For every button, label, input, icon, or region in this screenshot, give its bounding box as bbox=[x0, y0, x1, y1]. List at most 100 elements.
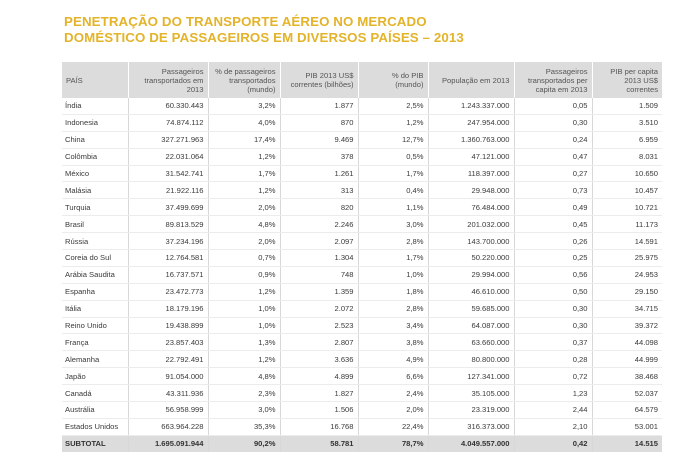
value-cell: 23.472.773 bbox=[127, 283, 208, 301]
country-cell: Turquia bbox=[62, 198, 128, 217]
value-cell: 59.685.000 bbox=[427, 300, 514, 318]
value-cell: 2.246 bbox=[279, 215, 358, 234]
value-cell: 31.542.741 bbox=[127, 165, 208, 183]
table-row: Arábia Saudita 16.737.571 0,9% 748 1,0% 29.99… bbox=[62, 266, 662, 284]
title-line-1: PENETRAÇÃO DO TRANSPORTE AÉREO NO MERCAD… bbox=[64, 14, 427, 29]
value-cell: 1.506 bbox=[279, 401, 358, 419]
header-cell: % do PIB (mundo) bbox=[357, 62, 428, 98]
value-cell: 1,2% bbox=[357, 114, 428, 132]
value-cell: 0,9% bbox=[207, 266, 280, 284]
value-cell: 2,0% bbox=[207, 198, 280, 217]
table-row: Rússia 37.234.196 2,0% 2.097 2,8% 143.700.000… bbox=[62, 232, 662, 251]
page-title: PENETRAÇÃO DO TRANSPORTE AÉREO NO MERCAD… bbox=[64, 14, 664, 46]
country-cell: Japão bbox=[62, 367, 128, 386]
value-cell: 2,44 bbox=[513, 401, 592, 419]
subtotal-value: 14.515 bbox=[591, 435, 662, 452]
header-cell: PAÍS bbox=[62, 62, 128, 98]
value-cell: 2,8% bbox=[357, 300, 428, 318]
country-cell: Austrália bbox=[62, 401, 128, 419]
value-cell: 16.768 bbox=[279, 418, 358, 436]
header-cell: PIB per capita 2013 US$ correntes bbox=[591, 62, 662, 98]
table-row: Espanha 23.472.773 1,2% 1.359 1,8% 46.610.000… bbox=[62, 283, 662, 301]
value-cell: 56.958.999 bbox=[127, 401, 208, 419]
value-cell: 35,3% bbox=[207, 418, 280, 436]
value-cell: 29.994.000 bbox=[427, 266, 514, 284]
value-cell: 1.261 bbox=[279, 165, 358, 183]
value-cell: 3.636 bbox=[279, 350, 358, 369]
value-cell: 64.087.000 bbox=[427, 317, 514, 335]
country-cell: França bbox=[62, 333, 128, 352]
table-row: Turquia 37.499.699 2,0% 820 1,1% 76.484.000 0,… bbox=[62, 198, 662, 217]
value-cell: 143.700.000 bbox=[427, 232, 514, 251]
header-cell: PIB 2013 US$ correntes (bilhões) bbox=[279, 62, 358, 98]
value-cell: 1,23 bbox=[513, 384, 592, 403]
table-body: Índia 60.330.443 3,2% 1.877 2,5% 1.243.337.00… bbox=[62, 98, 662, 452]
value-cell: 4,8% bbox=[207, 215, 280, 234]
value-cell: 37.234.196 bbox=[127, 232, 208, 251]
value-cell: 0,45 bbox=[513, 215, 592, 234]
value-cell: 64.579 bbox=[591, 401, 662, 419]
value-cell: 52.037 bbox=[591, 384, 662, 403]
subtotal-row: SUBTOTAL 1.695.091.944 90,2% 58.781 78,7% 4.0… bbox=[62, 435, 662, 452]
value-cell: 870 bbox=[279, 114, 358, 132]
value-cell: 19.438.899 bbox=[127, 317, 208, 335]
value-cell: 1,0% bbox=[207, 317, 280, 335]
value-cell: 1,3% bbox=[207, 333, 280, 352]
value-cell: 0,5% bbox=[357, 148, 428, 166]
value-cell: 3,4% bbox=[357, 317, 428, 335]
value-cell: 2,10 bbox=[513, 418, 592, 436]
value-cell: 17,4% bbox=[207, 131, 280, 149]
value-cell: 39.372 bbox=[591, 317, 662, 335]
value-cell: 1,0% bbox=[357, 266, 428, 284]
table-row: França 23.857.403 1,3% 2.807 3,8% 63.660.000 0… bbox=[62, 333, 662, 352]
value-cell: 89.813.529 bbox=[127, 215, 208, 234]
value-cell: 91.054.000 bbox=[127, 367, 208, 386]
table-row: México 31.542.741 1,7% 1.261 1,7% 118.397.000… bbox=[62, 165, 662, 183]
subtotal-value: 78,7% bbox=[357, 435, 428, 452]
value-cell: 1.360.763.000 bbox=[427, 131, 514, 149]
value-cell: 60.330.443 bbox=[127, 98, 208, 115]
value-cell: 1,2% bbox=[207, 350, 280, 369]
value-cell: 2,5% bbox=[357, 98, 428, 115]
value-cell: 2,0% bbox=[357, 401, 428, 419]
value-cell: 2,3% bbox=[207, 384, 280, 403]
value-cell: 0,26 bbox=[513, 232, 592, 251]
value-cell: 1,1% bbox=[357, 198, 428, 217]
value-cell: 4,0% bbox=[207, 114, 280, 132]
value-cell: 6.959 bbox=[591, 131, 662, 149]
value-cell: 10.457 bbox=[591, 181, 662, 200]
table-row: Brasil 89.813.529 4,8% 2.246 3,0% 201.032.000… bbox=[62, 215, 662, 234]
value-cell: 118.397.000 bbox=[427, 165, 514, 183]
value-cell: 3,8% bbox=[357, 333, 428, 352]
value-cell: 74.874.112 bbox=[127, 114, 208, 132]
country-cell: Canadá bbox=[62, 384, 128, 403]
value-cell: 127.341.000 bbox=[427, 367, 514, 386]
value-cell: 46.610.000 bbox=[427, 283, 514, 301]
value-cell: 327.271.963 bbox=[127, 131, 208, 149]
value-cell: 0,30 bbox=[513, 300, 592, 318]
value-cell: 63.660.000 bbox=[427, 333, 514, 352]
value-cell: 4.899 bbox=[279, 367, 358, 386]
value-cell: 2,0% bbox=[207, 232, 280, 251]
value-cell: 0,56 bbox=[513, 266, 592, 284]
value-cell: 29.150 bbox=[591, 283, 662, 301]
country-cell: Malásia bbox=[62, 181, 128, 200]
subtotal-value: 0,42 bbox=[513, 435, 592, 452]
value-cell: 663.964.228 bbox=[127, 418, 208, 436]
value-cell: 1,7% bbox=[357, 165, 428, 183]
value-cell: 1,8% bbox=[357, 283, 428, 301]
value-cell: 0,25 bbox=[513, 249, 592, 267]
value-cell: 29.948.000 bbox=[427, 181, 514, 200]
value-cell: 22,4% bbox=[357, 418, 428, 436]
table-row: China 327.271.963 17,4% 9.469 12,7% 1.360.763… bbox=[62, 131, 662, 149]
header-row: PAÍS Passageiros transportados em 2013 %… bbox=[62, 62, 662, 98]
value-cell: 1.509 bbox=[591, 98, 662, 115]
subtotal-value: 90,2% bbox=[207, 435, 280, 452]
value-cell: 0,30 bbox=[513, 114, 592, 132]
value-cell: 10.650 bbox=[591, 165, 662, 183]
header-cell: Passageiros transportados per capita em … bbox=[513, 62, 592, 98]
value-cell: 44.999 bbox=[591, 350, 662, 369]
country-cell: Estados Unidos bbox=[62, 418, 128, 436]
value-cell: 0,49 bbox=[513, 198, 592, 217]
table-row: Austrália 56.958.999 3,0% 1.506 2,0% 23.319.0… bbox=[62, 401, 662, 419]
